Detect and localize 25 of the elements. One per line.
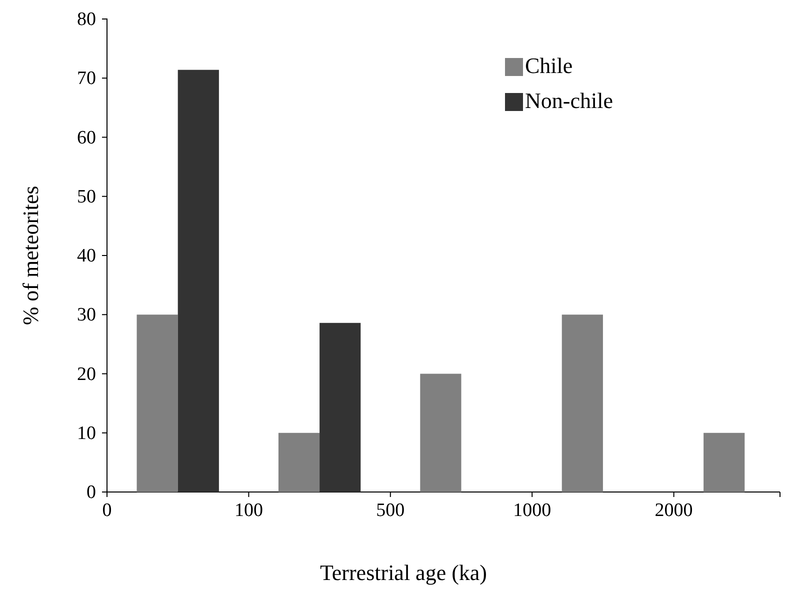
y-tick-label: 60 [77, 127, 96, 148]
text: 0 [102, 500, 112, 521]
text: 500 [376, 500, 405, 521]
text: 100 [234, 500, 263, 521]
y-tick-label: 50 [77, 186, 96, 208]
text: 1000 [513, 500, 552, 521]
y-axis-title: % of meteorites [18, 186, 43, 326]
y-tick-label: 0 [86, 482, 96, 504]
bar [320, 322, 361, 492]
x-axis-title: Terrestrial age (ka) [320, 560, 488, 585]
legend-label: Chile [525, 53, 573, 78]
text: 2000 [654, 500, 693, 521]
y-tick-label: 20 [77, 364, 96, 385]
y-tick-label: 10 [77, 422, 96, 444]
bar [420, 374, 462, 492]
bar [278, 432, 320, 492]
y-tick-label: 30 [77, 304, 96, 326]
y-tick-label: 80 [77, 9, 96, 30]
bar [178, 70, 219, 492]
y-tick-label: 40 [77, 246, 96, 267]
y-tick-label: 70 [77, 68, 96, 90]
legend-label: Non-chile [525, 88, 613, 113]
bar [562, 314, 603, 492]
bar [136, 314, 178, 492]
bar [704, 432, 745, 492]
